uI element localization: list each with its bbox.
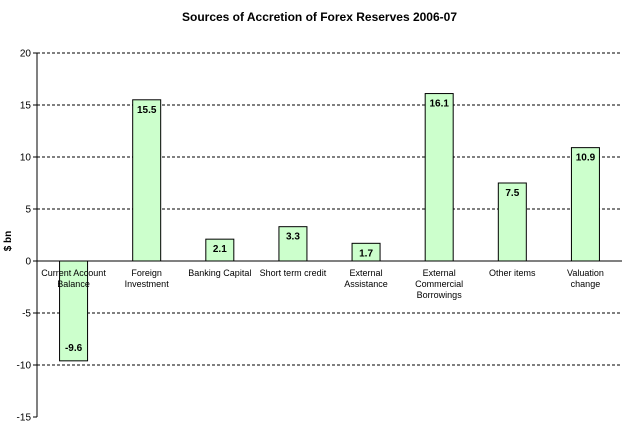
bar (59, 260, 89, 362)
data-label: 15.5 (137, 105, 157, 116)
bar (424, 93, 454, 262)
bar (497, 182, 527, 262)
y-tick-label: 15 (20, 101, 32, 112)
y-tick-label: 10 (20, 153, 32, 164)
category-label: Short term credit (260, 268, 327, 278)
category-label: Balance (57, 279, 90, 289)
data-label: 16.1 (429, 99, 449, 110)
category-label: change (571, 279, 601, 289)
y-tick-label: -10 (17, 361, 32, 372)
bar (132, 99, 162, 262)
category-label: Foreign (131, 268, 162, 278)
chart-title: Sources of Accretion of Forex Reserves 2… (181, 10, 457, 24)
category-label: External (423, 268, 456, 278)
data-label: 7.5 (505, 188, 519, 199)
y-tick-label: 5 (25, 205, 31, 216)
data-label: 10.9 (576, 153, 596, 164)
y-tick-label: -5 (22, 309, 31, 320)
data-label: 1.7 (359, 248, 373, 259)
bars (59, 93, 600, 362)
data-label: 3.3 (286, 232, 300, 243)
gridlines (37, 52, 622, 366)
data-label: 2.1 (213, 244, 227, 255)
y-tick-label: 0 (25, 257, 31, 268)
y-tick-label: 20 (20, 49, 32, 60)
category-label: Assistance (344, 279, 388, 289)
category-label: External (350, 268, 383, 278)
category-label: Valuation (567, 268, 604, 278)
y-axis-label: $ bn (3, 231, 14, 252)
category-label: Current Account (41, 268, 106, 278)
bar (351, 242, 381, 262)
category-label: Commercial (415, 279, 463, 289)
category-label: Banking Capital (188, 268, 251, 278)
category-label: Investment (125, 279, 170, 289)
data-label: -9.6 (65, 343, 83, 354)
category-label: Borrowings (417, 290, 463, 300)
y-tick-label: -15 (17, 413, 32, 424)
bar (205, 238, 235, 262)
category-label: Other items (489, 268, 536, 278)
bar (278, 226, 308, 262)
bar (570, 147, 600, 262)
